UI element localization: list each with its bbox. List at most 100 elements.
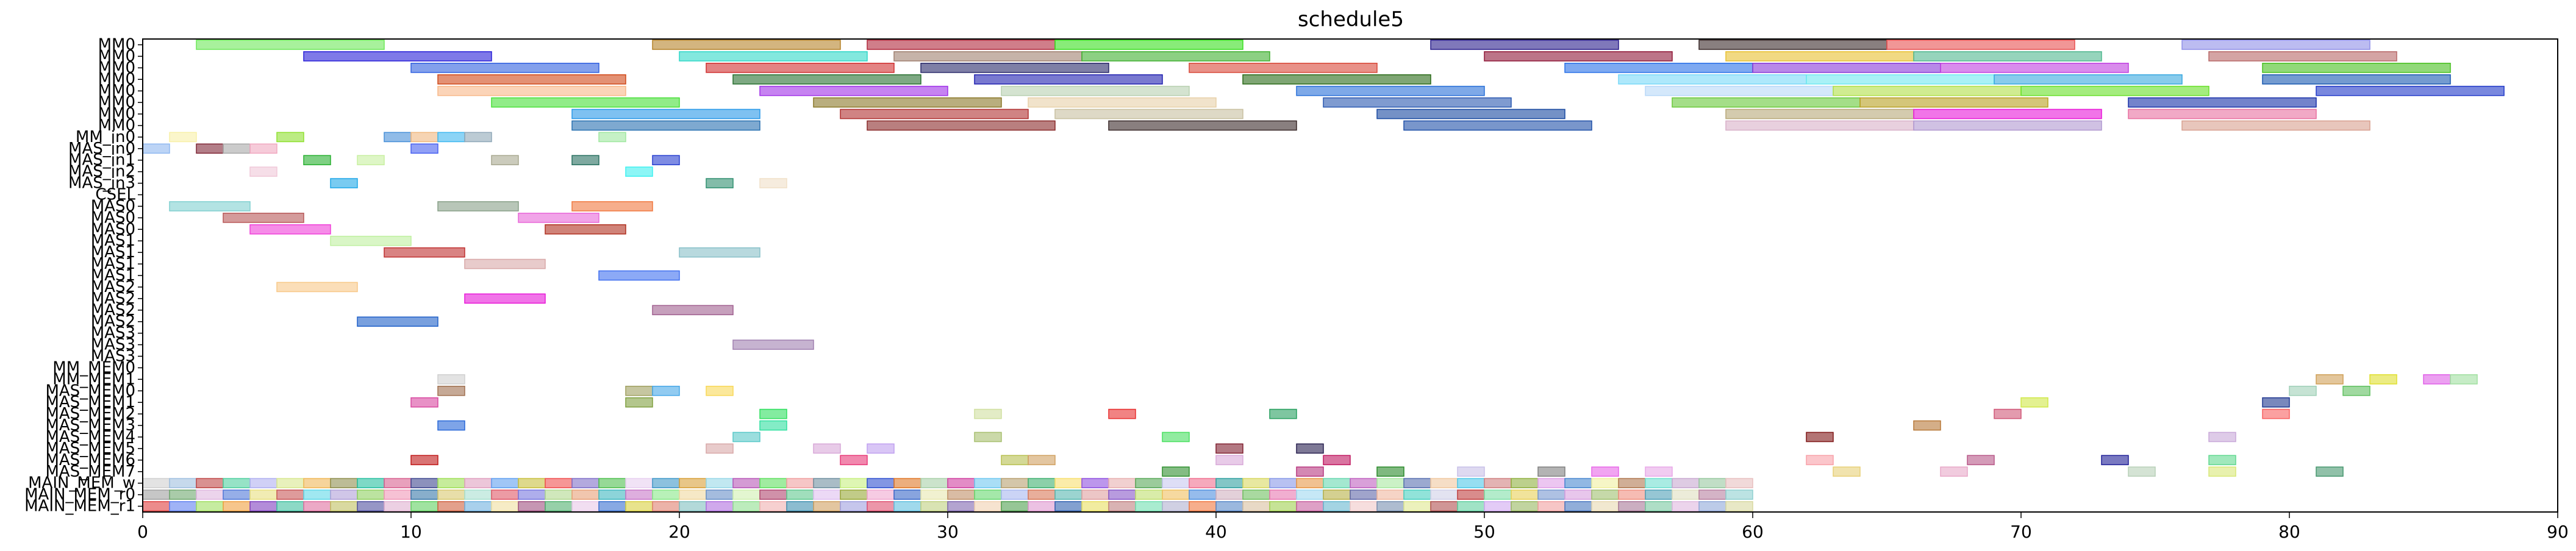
schedule-bar — [1296, 466, 1324, 477]
schedule-bar — [1430, 501, 1458, 511]
schedule-bar — [679, 489, 707, 500]
y-tick-label: MAS0 — [91, 208, 135, 227]
y-tick-label: MAS_in2 — [68, 163, 135, 181]
schedule-bar — [706, 443, 734, 454]
schedule-bar — [249, 166, 277, 177]
schedule-bar — [2262, 74, 2451, 85]
schedule-bar — [1242, 501, 1270, 511]
schedule-bar — [1376, 478, 1404, 488]
schedule-bar — [276, 478, 304, 488]
schedule-bar — [303, 489, 331, 500]
schedule-bar — [920, 489, 948, 500]
schedule-bar — [276, 132, 304, 143]
x-tick-label: 20 — [668, 522, 690, 542]
schedule-bar — [947, 501, 975, 511]
schedule-bar — [652, 305, 734, 316]
schedule-bar — [1323, 478, 1351, 488]
schedule-bar — [330, 235, 412, 246]
schedule-bar — [1752, 63, 1941, 73]
schedule-bar — [303, 51, 492, 62]
schedule-bar — [759, 85, 948, 96]
schedule-bar — [2423, 374, 2451, 385]
y-tick-label: MAS_MEM0 — [45, 382, 135, 400]
schedule-bar — [1806, 432, 1834, 443]
schedule-bar — [1511, 501, 1539, 511]
schedule-bar — [1215, 478, 1243, 488]
schedule-bar — [196, 143, 224, 154]
y-tick-label: MAS3 — [91, 336, 135, 354]
schedule-bar — [1457, 478, 1485, 488]
y-tick-label: MAS3 — [91, 324, 135, 343]
schedule-bar — [276, 501, 304, 511]
schedule-bar — [249, 501, 277, 511]
schedule-bar — [545, 489, 573, 500]
schedule-bar — [1457, 501, 1485, 511]
schedule-bar — [1591, 489, 1619, 500]
schedule-bar — [2289, 385, 2317, 396]
schedule-bar — [1618, 501, 1646, 511]
schedule-bar — [974, 74, 1163, 85]
y-tick-label: MAS0 — [91, 220, 135, 238]
schedule-bar — [598, 132, 626, 143]
schedule-bar — [652, 155, 680, 166]
schedule-bar — [545, 501, 573, 511]
schedule-bar — [571, 120, 760, 131]
schedule-bar — [974, 432, 1002, 443]
schedule-bar — [1001, 455, 1029, 466]
schedule-bar — [2369, 374, 2397, 385]
schedule-bar — [1189, 63, 1378, 73]
schedule-bar — [625, 397, 653, 408]
schedule-bar — [813, 97, 1002, 108]
y-tick-label: MAS2 — [91, 290, 135, 308]
schedule-bar — [357, 155, 385, 166]
schedule-bar — [518, 501, 546, 511]
schedule-bar — [1672, 501, 1700, 511]
schedule-bar — [357, 501, 385, 511]
schedule-bar — [706, 489, 734, 500]
schedule-bar — [2128, 108, 2317, 119]
schedule-bar — [706, 478, 734, 488]
x-axis: 0 10 20 30 40 50 60 70 80 90 — [137, 512, 2569, 542]
schedule-bar — [1376, 489, 1404, 500]
y-tick-label: MAS_MEM2 — [45, 405, 135, 423]
schedule-bar — [2342, 385, 2370, 396]
schedule-bar — [571, 478, 599, 488]
schedule-bar — [867, 501, 895, 511]
schedule-bar — [410, 132, 438, 143]
schedule-bar — [1698, 40, 1887, 50]
schedule-bar — [1054, 40, 1243, 50]
schedule-bar — [1162, 432, 1190, 443]
schedule-bar — [2128, 466, 2156, 477]
schedule-bar — [1564, 501, 1592, 511]
schedule-bar — [518, 489, 546, 500]
schedule-bar — [1350, 489, 1378, 500]
schedule-bar — [1457, 489, 1485, 500]
schedule-bar — [1323, 489, 1351, 500]
schedule-bar — [1403, 120, 1592, 131]
schedule-bar — [384, 478, 412, 488]
schedule-bar — [437, 132, 465, 143]
y-tick-label: MAS2 — [91, 278, 135, 296]
schedule-bar — [732, 339, 814, 350]
schedule-bar — [1108, 408, 1136, 419]
schedule-bar — [1618, 489, 1646, 500]
schedule-bar — [706, 385, 734, 396]
y-tick-label: MAS3 — [91, 347, 135, 365]
schedule-bar — [1484, 489, 1512, 500]
schedule-bar — [1994, 74, 2183, 85]
x-tick-label: 40 — [1205, 522, 1227, 542]
schedule-bar — [518, 213, 599, 223]
schedule-bar — [169, 201, 251, 212]
schedule-bar — [840, 455, 868, 466]
schedule-bar — [2262, 63, 2451, 73]
schedule-bar — [196, 478, 224, 488]
schedule-bar — [1537, 489, 1565, 500]
schedule-bar — [491, 97, 680, 108]
schedule-bar — [142, 489, 170, 500]
schedule-bar — [223, 213, 304, 223]
schedule-bar — [1430, 40, 1619, 50]
schedule-bar — [732, 489, 760, 500]
schedule-bar — [249, 143, 277, 154]
y-tick-label: MM_MEM1 — [52, 370, 135, 388]
